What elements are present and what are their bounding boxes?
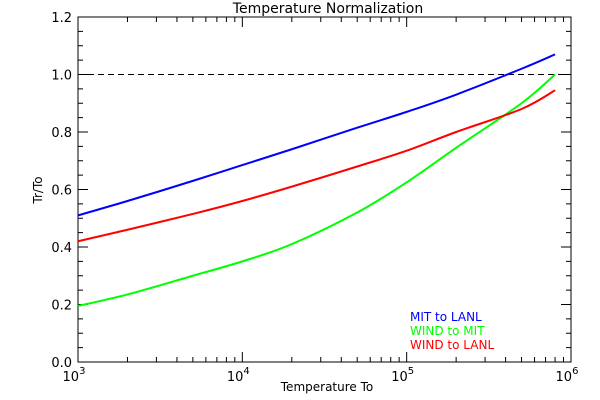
y-tick-label: 0.8 <box>51 126 72 141</box>
x-tick-label: 104 <box>227 366 250 385</box>
series-line-mit-to-lanl <box>77 53 556 217</box>
series-line-wind-to-lanl <box>77 89 556 243</box>
x-tick-label: 105 <box>391 366 414 385</box>
y-axis-title: Tr/To <box>31 176 45 204</box>
y-tick-label: 0.4 <box>51 241 72 256</box>
x-axis-title: Temperature To <box>280 380 373 394</box>
chart-title: Temperature Normalization <box>232 1 423 17</box>
y-tick-label: 0.6 <box>51 184 72 199</box>
y-tick-label: 0.0 <box>51 356 72 371</box>
y-tick-label: 1.2 <box>51 11 72 26</box>
axis-ticks <box>77 16 572 363</box>
legend-entry: WIND to MIT <box>410 324 485 338</box>
legend-entry: MIT to LANL <box>410 310 482 324</box>
series-line-wind-to-mit <box>77 73 556 307</box>
series-lines <box>77 53 556 307</box>
y-tick-label: 1.0 <box>51 69 72 84</box>
y-tick-label: 0.2 <box>51 299 72 314</box>
legend-entry: WIND to LANL <box>410 338 494 352</box>
x-tick-label: 106 <box>556 366 579 385</box>
plot-frame <box>77 16 572 363</box>
